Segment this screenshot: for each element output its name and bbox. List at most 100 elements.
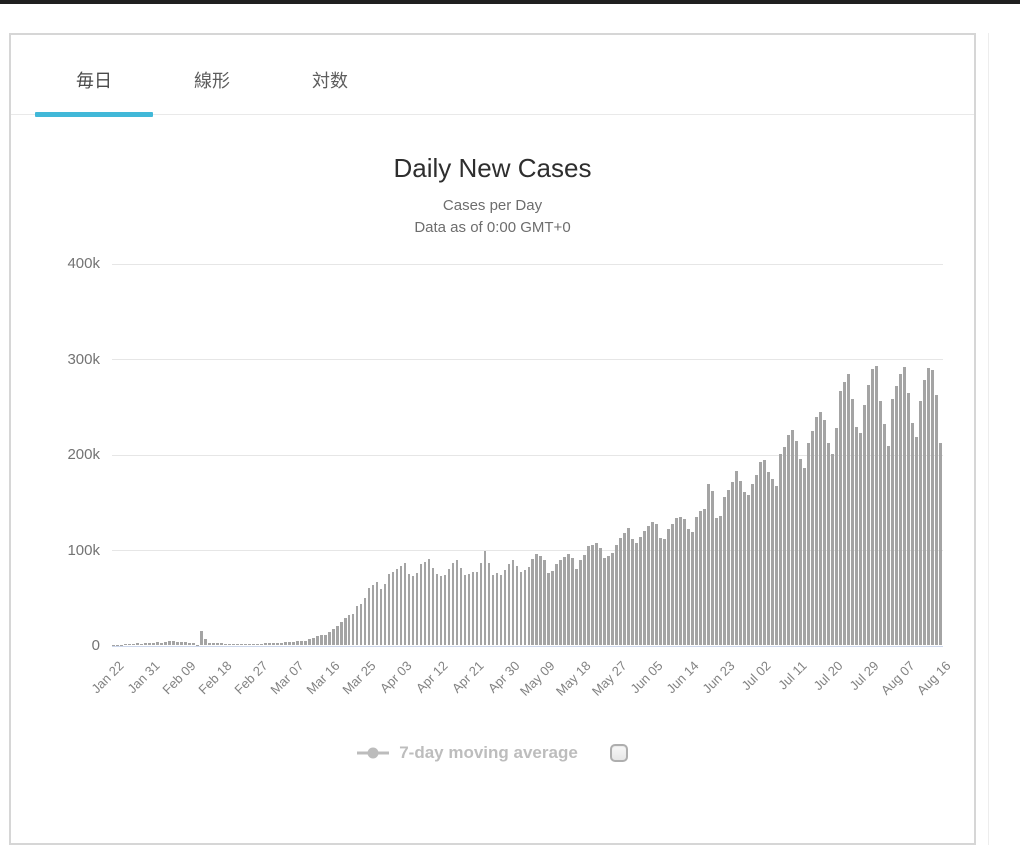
bar[interactable] xyxy=(927,368,930,645)
bar[interactable] xyxy=(715,518,719,645)
bar[interactable] xyxy=(315,635,319,645)
bar[interactable] xyxy=(287,642,291,645)
bar[interactable] xyxy=(247,644,251,645)
tab-logarithmic[interactable]: 対数 xyxy=(271,45,389,114)
bar[interactable] xyxy=(503,570,507,645)
bar[interactable] xyxy=(915,436,918,645)
bar[interactable] xyxy=(735,470,739,645)
bar[interactable] xyxy=(819,411,822,645)
bar[interactable] xyxy=(343,617,347,645)
bar[interactable] xyxy=(439,575,443,645)
tab-daily[interactable]: 毎日 xyxy=(35,45,153,117)
bar[interactable] xyxy=(755,475,758,645)
bar[interactable] xyxy=(903,367,906,645)
bar[interactable] xyxy=(175,641,179,645)
bar[interactable] xyxy=(807,442,810,645)
bar[interactable] xyxy=(791,429,794,645)
bar[interactable] xyxy=(851,399,854,645)
bar[interactable] xyxy=(731,481,735,645)
bar[interactable] xyxy=(599,547,603,645)
bar[interactable] xyxy=(167,641,171,645)
bar[interactable] xyxy=(611,553,615,645)
bar[interactable] xyxy=(379,588,383,645)
bar[interactable] xyxy=(839,391,842,645)
bar[interactable] xyxy=(743,491,747,645)
bar[interactable] xyxy=(363,597,367,645)
bar[interactable] xyxy=(843,381,846,645)
bar[interactable] xyxy=(375,582,379,645)
bar[interactable] xyxy=(687,529,691,645)
bar[interactable] xyxy=(259,643,263,645)
bar[interactable] xyxy=(299,641,303,645)
bar[interactable] xyxy=(847,374,850,645)
bar[interactable] xyxy=(891,398,894,645)
bar[interactable] xyxy=(243,644,247,645)
bar[interactable] xyxy=(415,573,419,645)
bar[interactable] xyxy=(183,642,187,645)
bar[interactable] xyxy=(359,604,363,645)
bar[interactable] xyxy=(635,542,639,645)
bar[interactable] xyxy=(607,556,611,645)
bar[interactable] xyxy=(215,643,219,645)
bar[interactable] xyxy=(275,642,279,645)
bar[interactable] xyxy=(279,642,283,645)
bar[interactable] xyxy=(347,615,351,645)
bar[interactable] xyxy=(487,563,491,645)
bar[interactable] xyxy=(323,634,327,645)
bar[interactable] xyxy=(491,574,495,645)
bar[interactable] xyxy=(423,562,427,645)
bar[interactable] xyxy=(179,641,183,645)
bar[interactable] xyxy=(811,431,814,645)
bar[interactable] xyxy=(783,447,786,645)
bar[interactable] xyxy=(911,423,914,645)
bar[interactable] xyxy=(199,630,203,645)
bar[interactable] xyxy=(511,560,515,645)
bar[interactable] xyxy=(507,564,511,645)
bar[interactable] xyxy=(535,553,539,645)
bar[interactable] xyxy=(267,643,271,645)
legend-item-moving-average[interactable]: 7-day moving average xyxy=(357,743,578,763)
bar[interactable] xyxy=(223,644,227,645)
bar[interactable] xyxy=(367,588,371,645)
bar[interactable] xyxy=(203,638,207,645)
bar[interactable] xyxy=(647,525,651,645)
bar[interactable] xyxy=(455,560,459,645)
bar[interactable] xyxy=(231,644,235,645)
bar[interactable] xyxy=(555,563,559,645)
bar[interactable] xyxy=(303,640,307,645)
bar[interactable] xyxy=(591,544,595,645)
bar[interactable] xyxy=(211,643,215,645)
bar[interactable] xyxy=(131,644,135,645)
bar[interactable] xyxy=(775,485,778,645)
bar[interactable] xyxy=(595,543,599,645)
bar[interactable] xyxy=(147,643,151,645)
bar[interactable] xyxy=(467,573,471,645)
bar[interactable] xyxy=(403,563,407,645)
bar[interactable] xyxy=(739,481,743,645)
bar[interactable] xyxy=(191,643,195,645)
bar[interactable] xyxy=(619,537,623,645)
bar[interactable] xyxy=(531,558,535,645)
bar[interactable] xyxy=(391,571,395,645)
bar[interactable] xyxy=(139,643,143,645)
bar[interactable] xyxy=(799,458,802,645)
bar[interactable] xyxy=(411,576,415,645)
bar[interactable] xyxy=(419,563,423,645)
bar[interactable] xyxy=(319,634,323,645)
bar[interactable] xyxy=(123,644,127,645)
bar[interactable] xyxy=(711,491,715,645)
bar[interactable] xyxy=(251,643,255,645)
bar[interactable] xyxy=(823,420,826,645)
bar[interactable] xyxy=(759,462,762,645)
bar[interactable] xyxy=(763,460,766,645)
bar[interactable] xyxy=(335,626,339,645)
bar[interactable] xyxy=(863,405,866,645)
bar[interactable] xyxy=(583,555,587,645)
bar[interactable] xyxy=(239,644,243,645)
bar[interactable] xyxy=(871,369,874,645)
bar[interactable] xyxy=(431,568,435,645)
bar[interactable] xyxy=(543,560,547,645)
bar[interactable] xyxy=(475,571,479,645)
bar[interactable] xyxy=(227,644,231,645)
bar[interactable] xyxy=(547,573,551,645)
